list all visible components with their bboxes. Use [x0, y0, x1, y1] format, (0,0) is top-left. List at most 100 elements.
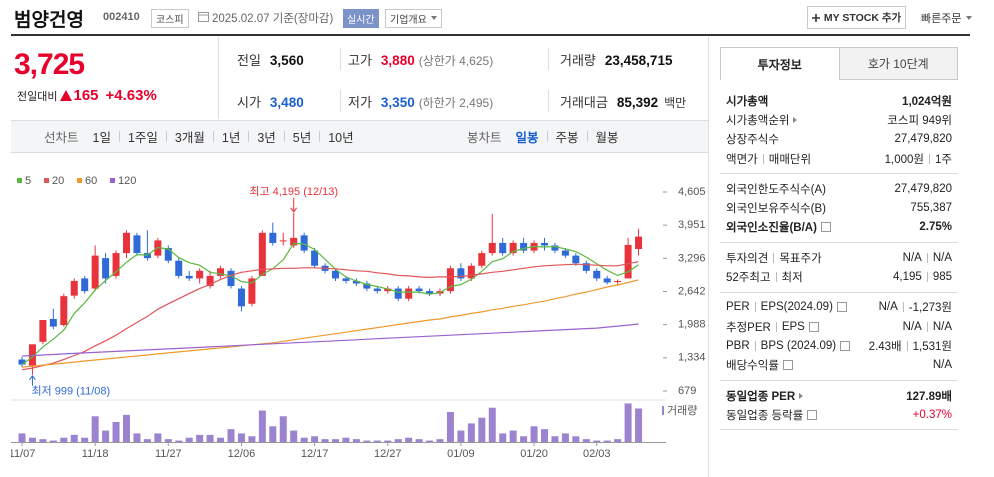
legend-swatch: [110, 178, 115, 183]
x-tick-label: 11/18: [82, 448, 109, 460]
candle-body: [217, 268, 225, 276]
low-annotation: 최저 999 (11/08): [31, 385, 110, 398]
period-button[interactable]: 일봉: [515, 130, 539, 145]
volume-bar: [446, 412, 454, 442]
tab[interactable]: 호가 10단계: [839, 47, 958, 80]
my-stock-label[interactable]: MY STOCK 추가: [823, 12, 902, 24]
period-button[interactable]: 3개월: [174, 130, 205, 145]
caret: [966, 16, 973, 20]
volume-legend: 거래량: [667, 404, 697, 417]
volume-bar: [352, 439, 360, 442]
volume-bar: [39, 439, 47, 442]
base-date: 2025.02.07 기준(장마감): [212, 13, 334, 25]
label-text: 동일업종 등락률: [726, 409, 804, 422]
info-value: 1,024억원: [902, 93, 952, 109]
info-label: 동일업종 등락률: [726, 407, 818, 423]
ma-line: [21, 323, 639, 357]
y-tick-label: 1,988: [678, 319, 706, 331]
legend-swatch: [77, 178, 82, 183]
volume-bar: [614, 439, 622, 442]
candle-body: [363, 283, 371, 289]
value-text: N/A: [902, 320, 922, 333]
x-tick-label: 01/09: [447, 448, 475, 460]
info-value: 코스피 949위: [887, 112, 952, 128]
candle-body: [593, 270, 601, 279]
info-value: 2.43배 1,531원: [869, 338, 952, 354]
candle-body: [290, 237, 298, 246]
candle-body: [237, 288, 245, 307]
info-row: 시가총액 1,024억원: [726, 91, 952, 110]
candle-body: [384, 288, 392, 292]
help-icon[interactable]: [807, 409, 818, 420]
stat-value: 3,350: [380, 95, 415, 110]
volume-bar: [154, 433, 162, 442]
separator: [926, 272, 928, 283]
my-stock-button[interactable]: MY STOCK 추가: [807, 6, 906, 29]
label-text: 시가총액순위: [726, 114, 790, 127]
company-label[interactable]: 기업개요: [390, 15, 427, 26]
current-price: 3,725: [14, 48, 85, 81]
quick-order-label[interactable]: 빠른주문: [921, 13, 962, 25]
info-label: 외국인한도주식수(A): [726, 181, 826, 197]
separator: [212, 130, 214, 142]
info-row: 외국인한도주식수(A) 27,479,820: [726, 179, 952, 198]
volume-bar: [426, 440, 434, 442]
candle-body: [457, 268, 465, 279]
info-row: 동일업종 등락률 +0.37%: [726, 405, 952, 424]
quick-order[interactable]: 빠른주문: [921, 10, 973, 26]
candle-body: [175, 260, 183, 276]
period-button[interactable]: 주봉: [555, 130, 579, 145]
value-text: 755,387: [910, 202, 952, 215]
period-button[interactable]: 1년: [221, 130, 241, 145]
candle-body: [196, 270, 204, 279]
divider: [340, 90, 341, 112]
volume-bar: [593, 440, 601, 442]
period-button[interactable]: 10년: [328, 130, 354, 145]
info-value: 1,000원 1주: [885, 151, 952, 167]
separator: [775, 321, 777, 332]
caret: [430, 16, 437, 20]
info-row: 동일업종 PER 127.89배: [726, 386, 952, 405]
price-change: 전일대비 165 +4.63%: [17, 87, 157, 104]
candle-body: [123, 232, 130, 254]
help-icon[interactable]: [820, 222, 831, 233]
volume-bar: [384, 440, 392, 442]
info-label: 상장주식수: [726, 131, 779, 147]
volume-bar: [123, 414, 130, 442]
link-arrow[interactable]: [799, 392, 804, 399]
help-icon[interactable]: [836, 302, 847, 313]
help-icon[interactable]: [840, 340, 851, 351]
period-button[interactable]: 1일: [92, 130, 111, 145]
label-text: 투자의견: [726, 252, 769, 265]
chart-type-label: 봉차트: [467, 130, 502, 145]
info-row: 투자의견 목표주가 N/A N/A: [726, 248, 952, 267]
label-text: 시가총액: [726, 95, 769, 108]
chart-type-label: 선차트: [44, 130, 79, 145]
company-button[interactable]: 기업개요: [385, 9, 442, 28]
help-icon[interactable]: [782, 360, 793, 371]
tab[interactable]: 투자정보: [720, 47, 840, 80]
stock-name: 범양건영: [14, 10, 84, 31]
volume-bar: [488, 407, 496, 442]
period-button[interactable]: 월봉: [595, 130, 619, 145]
candle-body: [582, 263, 590, 271]
candle-body: [415, 288, 423, 292]
value-text: N/A: [932, 320, 952, 333]
period-button[interactable]: 3년: [257, 130, 276, 145]
period-button[interactable]: 5년: [292, 130, 312, 145]
candle-body: [509, 242, 517, 254]
candle-body: [81, 278, 89, 292]
value-text: N/A: [878, 301, 898, 314]
ma-line: [21, 279, 639, 368]
realtime-badge[interactable]: 실시간: [343, 9, 379, 28]
x-tick-label: 11/07: [11, 448, 35, 460]
value-text: 27,479,820: [894, 182, 952, 195]
separator: [319, 130, 321, 142]
volume-bar: [258, 410, 266, 442]
volume-bar: [467, 423, 475, 442]
volume-bar: [279, 416, 287, 442]
info-row: 외국인소진율(B/A) 2.75%: [726, 218, 952, 237]
help-icon[interactable]: [808, 321, 819, 332]
period-button[interactable]: 1주일: [127, 130, 158, 145]
link-arrow[interactable]: [793, 116, 798, 123]
